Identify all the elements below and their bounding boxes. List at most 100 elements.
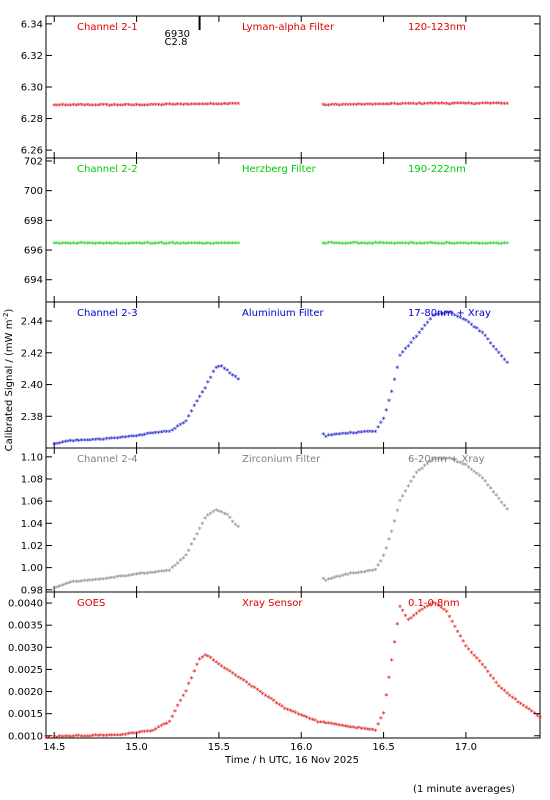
y-tick-label: 6.26	[21, 146, 43, 157]
data-point: *	[233, 521, 237, 530]
data-point: *	[505, 359, 509, 368]
data-point: *	[472, 468, 476, 477]
data-point: *	[307, 715, 311, 724]
data-point: *	[368, 429, 372, 438]
data-point: *	[338, 722, 342, 731]
panel-filter-label: Zirconium Filter	[242, 454, 321, 465]
data-point: *	[66, 240, 70, 249]
data-point: *	[253, 685, 257, 694]
y-tick-label: 1.06	[21, 497, 43, 508]
data-point: *	[146, 570, 150, 579]
data-point: *	[469, 322, 473, 331]
panel-band-label: 120-123nm	[408, 22, 466, 33]
data-point: *	[486, 669, 490, 678]
data-point: *	[351, 430, 355, 439]
data-point: *	[233, 374, 237, 383]
data-point: *	[406, 483, 410, 492]
data-point: *	[456, 100, 460, 109]
data-point: *	[327, 240, 331, 249]
data-point: *	[80, 437, 84, 446]
data-point: *	[445, 310, 449, 319]
data-point: *	[143, 240, 147, 249]
data-point: *	[412, 240, 416, 249]
data-point: *	[225, 101, 229, 110]
data-point: *	[121, 240, 125, 249]
data-point: *	[486, 336, 490, 345]
data-point: *	[74, 437, 78, 446]
data-point: *	[113, 732, 117, 741]
data-point: *	[168, 567, 172, 576]
data-point: *	[195, 531, 199, 540]
data-point: *	[157, 430, 161, 439]
data-point: *	[343, 572, 347, 581]
data-point: *	[376, 721, 380, 730]
data-point: *	[360, 102, 364, 111]
data-point: *	[398, 240, 402, 249]
data-point: *	[110, 102, 114, 111]
data-point: *	[442, 455, 446, 464]
data-point: *	[55, 441, 59, 450]
data-point: *	[58, 733, 62, 742]
data-point: *	[206, 379, 210, 388]
data-point: *	[140, 729, 144, 738]
data-point: *	[395, 508, 399, 517]
data-point: *	[82, 240, 86, 249]
data-point: *	[63, 240, 67, 249]
data-point: *	[384, 545, 388, 554]
data-point: *	[480, 661, 484, 670]
data-point: *	[184, 418, 188, 427]
data-point: *	[508, 692, 512, 701]
data-point: *	[371, 567, 375, 576]
data-point: *	[382, 101, 386, 110]
data-point: *	[71, 438, 75, 447]
data-point: *	[357, 725, 361, 734]
data-point: *	[346, 571, 350, 580]
data-point: *	[118, 240, 122, 249]
data-point: *	[365, 240, 369, 249]
x-tick-label: 17.0	[455, 742, 477, 753]
data-point: *	[162, 102, 166, 111]
data-point: *	[151, 728, 155, 737]
data-point: *	[154, 569, 158, 578]
data-point: *	[135, 571, 139, 580]
data-point: *	[91, 577, 95, 586]
data-point: *	[283, 706, 287, 715]
data-point: *	[148, 240, 152, 249]
data-point: *	[480, 240, 484, 249]
data-point: *	[192, 402, 196, 411]
data-point: *	[461, 461, 465, 470]
data-point: *	[447, 309, 451, 318]
data-point: *	[211, 240, 215, 249]
data-point: *	[357, 101, 361, 110]
data-point: *	[398, 101, 402, 110]
data-point: *	[291, 708, 295, 717]
data-point: *	[58, 440, 62, 449]
data-point: *	[497, 100, 501, 109]
data-point: *	[69, 579, 73, 588]
data-point: *	[373, 240, 377, 249]
data-point: *	[93, 732, 97, 741]
y-axis-label-close: )	[4, 309, 15, 313]
data-point: *	[220, 101, 224, 110]
data-point: *	[324, 102, 328, 111]
data-point: *	[491, 489, 495, 498]
data-point: *	[233, 672, 237, 681]
data-point: *	[486, 482, 490, 491]
averaging-note: (1 minute averages)	[413, 784, 515, 795]
data-point: *	[66, 733, 70, 742]
data-point: *	[129, 433, 133, 442]
data-point: *	[436, 603, 440, 612]
data-point: *	[404, 612, 408, 621]
data-point: *	[365, 568, 369, 577]
data-point: *	[340, 240, 344, 249]
data-point: *	[516, 699, 520, 708]
data-point: *	[491, 240, 495, 249]
data-point: *	[74, 240, 78, 249]
data-point: *	[77, 102, 81, 111]
data-point: *	[143, 102, 147, 111]
data-point: *	[154, 102, 158, 111]
x-axis-label: Time / h UTC, 16 Nov 2025	[224, 755, 359, 766]
data-point: *	[157, 240, 161, 249]
data-point: *	[434, 600, 438, 609]
data-point: *	[74, 102, 78, 111]
